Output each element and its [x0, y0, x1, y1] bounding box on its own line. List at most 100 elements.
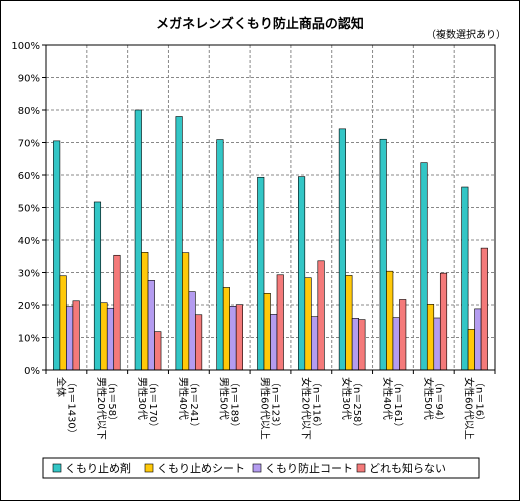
x-category-text: （n＝189）男性50代 — [218, 377, 241, 432]
chart-subtitle: （複数選択あり） — [426, 28, 506, 41]
bar-4 — [154, 331, 162, 371]
bar-2 — [100, 302, 108, 371]
x-category-line: （n＝58） — [106, 377, 118, 426]
x-category-line: （n＝189） — [229, 377, 241, 432]
x-category-text: （n＝258）女性30代 — [340, 377, 363, 432]
y-tick-label: 10% — [18, 334, 40, 345]
x-category-line: 女性50代 — [422, 377, 435, 420]
x-category-line: （n＝94） — [433, 377, 445, 426]
x-category-line: （n＝241） — [188, 377, 200, 432]
x-category-line: 女性30代 — [340, 377, 353, 420]
bar-1 — [134, 109, 142, 371]
bar-4 — [113, 254, 121, 371]
x-category-label: （n＝116）女性20代以下 — [299, 377, 322, 440]
x-category-line: 全体 — [54, 377, 67, 397]
bar-4 — [72, 300, 80, 371]
bar-3 — [147, 279, 155, 371]
y-tick-label: 70% — [18, 139, 40, 150]
bar-1 — [461, 186, 469, 371]
x-category-line: （n＝16） — [474, 377, 486, 426]
bar-2 — [59, 275, 67, 371]
bar-3 — [188, 291, 196, 371]
x-category-label: （n＝58）男性20代以下 — [95, 377, 118, 440]
bar-1 — [175, 116, 183, 371]
x-category-line: 男性50代 — [218, 377, 231, 420]
bar-1 — [420, 162, 428, 371]
x-category-text: （n＝1430）全体 — [54, 377, 77, 439]
bar-4 — [358, 319, 366, 371]
y-tick-label: 100% — [11, 41, 40, 52]
bar-1 — [298, 176, 306, 371]
legend: くもり止め剤 くもり止めシート くもり防止コート どれも知らない — [42, 457, 480, 479]
bar-3 — [433, 317, 441, 371]
x-category-text: （n＝123）男性60代以上 — [259, 377, 282, 440]
x-category-line: 女性20代以下 — [299, 377, 312, 440]
bar-2 — [467, 329, 475, 371]
legend-swatch — [52, 463, 62, 473]
x-category-label: （n＝241）男性40代 — [177, 377, 200, 432]
x-category-text: （n＝16）女性60代以上 — [463, 377, 486, 440]
x-category-line: 男性40代 — [177, 377, 190, 420]
x-category-line: 男性60代以上 — [259, 377, 272, 440]
bar-1 — [379, 138, 387, 371]
plot-area: 0% 10% 20% 30% 40% 50% 60% 70% 80% 90% 100% （n＝1430… — [11, 41, 496, 440]
y-tick-label: 50% — [18, 204, 40, 215]
bar-1 — [53, 140, 61, 371]
x-category-label: （n＝94）女性50代 — [422, 377, 445, 426]
bar-3 — [392, 317, 400, 371]
x-category-text: （n＝94）女性50代 — [422, 377, 445, 426]
bar-3 — [106, 307, 115, 371]
x-category-line: 男性30代 — [136, 377, 149, 420]
x-category-text: （n＝58）男性20代以下 — [95, 377, 118, 440]
legend-label: くもり止め剤 — [65, 461, 131, 475]
y-tick-label: 90% — [18, 74, 40, 85]
bar-2 — [182, 252, 190, 371]
y-tick-label: 40% — [18, 236, 40, 247]
bar-2 — [263, 292, 271, 371]
x-category-label: （n＝16）女性60代以上 — [463, 377, 486, 440]
x-category-line: （n＝123） — [270, 377, 282, 432]
x-category-label: （n＝170）男性30代 — [136, 377, 159, 432]
legend-label: くもり防止コート — [265, 461, 353, 475]
y-tick-label: 60% — [18, 171, 40, 182]
x-category-label: （n＝123）男性60代以上 — [259, 377, 282, 440]
bar-2 — [304, 277, 312, 371]
bar-1 — [257, 176, 265, 371]
bar-2 — [345, 275, 353, 371]
legend-swatch — [252, 463, 262, 473]
bar-4 — [195, 314, 203, 371]
chart-title: メガネレンズくもり防止商品の認知 — [156, 16, 364, 32]
bar-3 — [474, 308, 482, 371]
plot-border — [45, 44, 496, 371]
x-category-text: （n＝241）男性40代 — [177, 377, 200, 432]
y-tick-label: 20% — [18, 301, 40, 312]
x-category-text: （n＝170）男性30代 — [136, 377, 159, 432]
bar-2 — [386, 270, 394, 371]
bar-1 — [216, 139, 224, 371]
bar-1 — [93, 201, 102, 371]
legend-label: くもり止めシート — [157, 462, 245, 475]
bar-4 — [399, 299, 407, 371]
bar-2 — [426, 304, 435, 371]
x-category-line: 女性60代以上 — [463, 377, 476, 440]
x-category-line: （n＝170） — [147, 377, 159, 432]
legend-swatch — [356, 463, 366, 473]
x-category-line: （n＝258） — [351, 377, 363, 432]
x-category-label: （n＝189）男性50代 — [218, 377, 241, 432]
bar-3 — [311, 316, 319, 371]
x-category-line: 男性20代以下 — [95, 377, 108, 440]
x-category-label: （n＝1430）全体 — [54, 377, 77, 439]
y-tick-label: 0% — [24, 366, 40, 377]
bar-4 — [480, 247, 488, 371]
x-category-text: （n＝116）女性20代以下 — [299, 377, 322, 440]
bar-2 — [222, 287, 230, 371]
x-category-label: （n＝161）女性40代 — [381, 377, 404, 432]
x-category-label: （n＝258）女性30代 — [340, 377, 363, 432]
bar-4 — [317, 260, 325, 371]
bar-3 — [229, 305, 237, 371]
x-category-line: （n＝161） — [392, 377, 404, 432]
bar-2 — [141, 252, 149, 371]
bar-4 — [235, 304, 243, 371]
bar-4 — [439, 272, 448, 371]
